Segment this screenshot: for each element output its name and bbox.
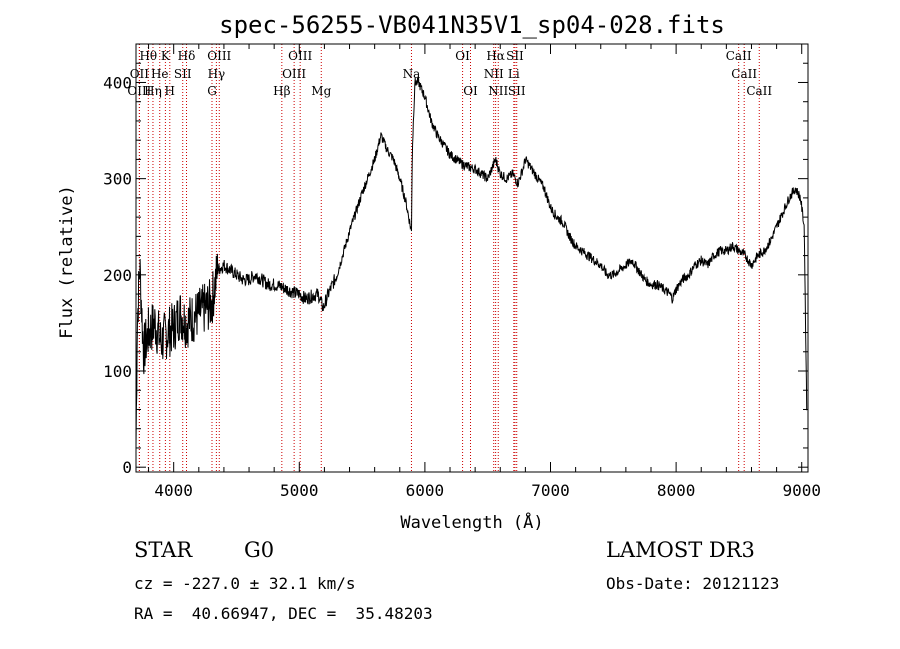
emission-line-label: CaII (726, 49, 752, 63)
y-axis-ticks: 0 100 200 300 400 (103, 62, 808, 477)
chart-title: spec-56255-VB041N35V1_sp04-028.fits (219, 11, 725, 39)
y-tick-label: 200 (103, 266, 132, 285)
emission-line-label: Hα (486, 49, 505, 63)
y-tick-label: 400 (103, 73, 132, 92)
emission-line-label: Na (403, 67, 421, 81)
emission-line-label: Hγ (208, 67, 226, 81)
x-tick-label: 4000 (154, 481, 193, 500)
emission-line-label: G (207, 84, 217, 98)
object-subclass: G0 (244, 538, 275, 562)
emission-line-label: Mg (311, 84, 331, 98)
y-tick-label: 300 (103, 170, 132, 189)
emission-line-label: CaII (731, 67, 757, 81)
emission-line-label: OI (463, 84, 478, 98)
emission-line-label: Hδ (178, 49, 196, 63)
x-axis-label: Wavelength (Å) (400, 511, 543, 533)
emission-line-label: OIII (127, 84, 151, 98)
y-axis-label: Flux (relative) (57, 185, 77, 339)
survey-name: LAMOST DR3 (606, 538, 755, 562)
emission-line-label: OIII (207, 49, 231, 63)
emission-line-label: He (151, 67, 169, 81)
plot-frame (135, 43, 809, 473)
emission-line-label: Li (508, 67, 520, 81)
y-tick-label: 100 (103, 362, 132, 381)
emission-line-label: NII (484, 67, 504, 81)
emission-line-label: SII (174, 67, 192, 81)
coordinates: RA = 40.66947, DEC = 35.48203 (134, 604, 433, 623)
x-tick-label: 5000 (280, 481, 319, 500)
x-tick-label: 6000 (406, 481, 445, 500)
x-tick-label: 8000 (657, 481, 696, 500)
spectrum-chart: spec-56255-VB041N35V1_sp04-028.fits Hθ K H… (57, 11, 821, 533)
emission-line-label: Hη (144, 84, 162, 98)
x-tick-label: 9000 (782, 481, 821, 500)
emission-line-label: Hθ (139, 49, 157, 63)
emission-line-label: OII (130, 67, 150, 81)
emission-line-markers (138, 44, 760, 472)
y-tick-label: 0 (122, 458, 132, 477)
observation-date: Obs-Date: 20121123 (606, 574, 780, 593)
emission-line-label: CaII (746, 84, 772, 98)
x-axis-ticks: 4000 5000 6000 7000 8000 9000 (148, 44, 821, 500)
emission-line-label: Hβ (273, 84, 290, 98)
emission-line-label: NII (488, 84, 508, 98)
emission-line-label: H (165, 84, 175, 98)
emission-line-label: SII (508, 84, 526, 98)
emission-line-label: OIII (288, 49, 312, 63)
x-tick-label: 7000 (531, 481, 570, 500)
emission-line-label: SII (506, 49, 524, 63)
object-class: STAR (134, 538, 193, 562)
redshift-velocity: cz = -227.0 ± 32.1 km/s (134, 574, 356, 593)
emission-line-label: K (161, 49, 171, 63)
emission-line-label: OI (455, 49, 470, 63)
spectrum-line (135, 76, 808, 449)
emission-line-label: OIII (282, 67, 306, 81)
